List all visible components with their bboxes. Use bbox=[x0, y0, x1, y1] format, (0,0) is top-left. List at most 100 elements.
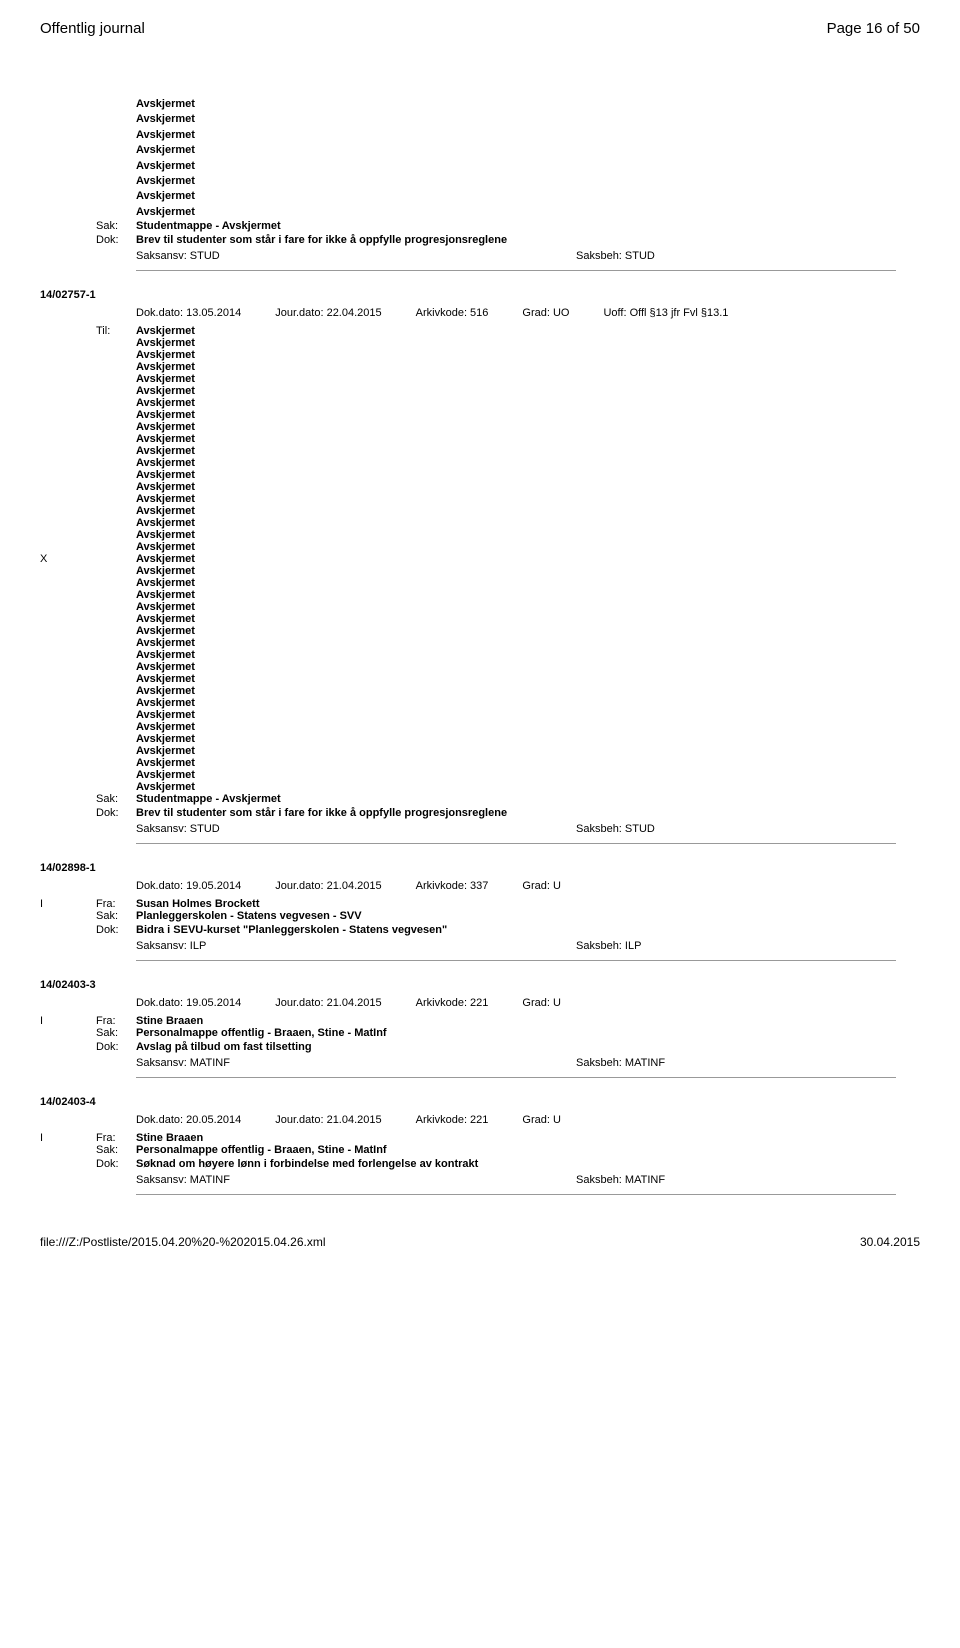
dok-row: Dok: Brev til studenter som står i fare … bbox=[96, 807, 920, 819]
dok-row: Dok: Bidra i SEVU-kurset "Planleggerskol… bbox=[96, 924, 920, 936]
jourdato: Jour.dato: 21.04.2015 bbox=[275, 880, 381, 892]
avskjermet-item: Avskjermet bbox=[136, 649, 195, 661]
saksbeh: Saksbeh: MATINF bbox=[576, 1057, 665, 1069]
avskjermet-item: Avskjermet bbox=[136, 373, 195, 385]
sak-value: Studentmappe - Avskjermet bbox=[136, 793, 281, 805]
avskjermet-item: Avskjermet bbox=[136, 361, 195, 373]
page-footer: file:///Z:/Postliste/2015.04.20%20-%2020… bbox=[40, 1235, 920, 1249]
avskjermet-item: Avskjermet bbox=[136, 625, 195, 637]
avskjermet-item: Avskjermet bbox=[136, 189, 920, 204]
case-14-02898-1: 14/02898-1 Dok.dato: 19.05.2014 Jour.dat… bbox=[40, 862, 920, 961]
avskjermet-item: Avskjermet bbox=[136, 143, 920, 158]
avskjermet-item: Avskjermet bbox=[136, 457, 195, 469]
sak-row: Sak: Studentmappe - Avskjermet bbox=[96, 793, 920, 805]
avskjermet-item: Avskjermet bbox=[136, 397, 195, 409]
til-section: Til: Avskjermet Avskjermet Avskjermet Av… bbox=[40, 325, 920, 553]
top-avskjermet-list: Avskjermet Avskjermet Avskjermet Avskjer… bbox=[136, 97, 920, 220]
dok-value: Bidra i SEVU-kurset "Planleggerskolen - … bbox=[136, 924, 447, 936]
fra-label: Fra: bbox=[96, 898, 136, 910]
saksansv: Saksansv: MATINF bbox=[136, 1174, 576, 1186]
sak-label: Sak: bbox=[96, 1027, 136, 1039]
avskjermet-item: Avskjermet bbox=[136, 697, 195, 709]
dok-label: Dok: bbox=[96, 924, 136, 936]
footer-date: 30.04.2015 bbox=[860, 1235, 920, 1249]
dok-row: Dok: Avslag på tilbud om fast tilsetting bbox=[96, 1041, 920, 1053]
saksbeh: Saksbeh: STUD bbox=[576, 823, 655, 835]
dok-value: Søknad om høyere lønn i forbindelse med … bbox=[136, 1158, 478, 1170]
avskjermet-item: Avskjermet bbox=[136, 613, 195, 625]
saksansv-row: Saksansv: STUD Saksbeh: STUD bbox=[136, 250, 920, 262]
saksbeh: Saksbeh: ILP bbox=[576, 940, 641, 952]
avskjermet-item: Avskjermet bbox=[136, 349, 195, 361]
avskjermet-item: Avskjermet bbox=[136, 565, 195, 577]
avskjermet-item: Avskjermet bbox=[136, 481, 195, 493]
grad: Grad: UO bbox=[522, 307, 569, 319]
arkivkode: Arkivkode: 337 bbox=[416, 880, 489, 892]
fra-label: Fra: bbox=[96, 1015, 136, 1027]
fra-row: I Fra: Stine Braaen bbox=[40, 1132, 920, 1144]
dokdato: Dok.dato: 19.05.2014 bbox=[136, 880, 241, 892]
avskjermet-item: Avskjermet bbox=[136, 709, 195, 721]
avskjermet-item: Avskjermet bbox=[136, 685, 195, 697]
avskjermet-item: Avskjermet bbox=[136, 601, 195, 613]
avskjermet-item: Avskjermet bbox=[136, 159, 920, 174]
avskjermet-item: Avskjermet bbox=[136, 445, 195, 457]
saksansv-row: Saksansv: MATINF Saksbeh: MATINF bbox=[136, 1174, 920, 1186]
avskjermet-item: Avskjermet bbox=[136, 517, 195, 529]
footer-file-path: file:///Z:/Postliste/2015.04.20%20-%2020… bbox=[40, 1235, 326, 1249]
avskjermet-item: Avskjermet bbox=[136, 769, 195, 781]
arkivkode: Arkivkode: 516 bbox=[416, 307, 489, 319]
top-section: Avskjermet Avskjermet Avskjermet Avskjer… bbox=[40, 97, 920, 271]
meta-row: Dok.dato: 20.05.2014 Jour.dato: 21.04.20… bbox=[136, 1114, 920, 1126]
case-number: 14/02403-3 bbox=[40, 979, 920, 991]
avskjermet-item: Avskjermet bbox=[136, 589, 195, 601]
grad: Grad: U bbox=[522, 1114, 561, 1126]
dokdato: Dok.dato: 13.05.2014 bbox=[136, 307, 241, 319]
avskjermet-item: Avskjermet bbox=[136, 505, 195, 517]
avskjermet-item: Avskjermet bbox=[136, 553, 195, 565]
avskjermet-item: Avskjermet bbox=[136, 781, 195, 793]
sak-label: Sak: bbox=[96, 910, 136, 922]
arkivkode: Arkivkode: 221 bbox=[416, 1114, 489, 1126]
avskjermet-item: Avskjermet bbox=[136, 409, 195, 421]
dok-row: Dok: Brev til studenter som står i fare … bbox=[96, 234, 920, 246]
fra-row: I Fra: Stine Braaen bbox=[40, 1015, 920, 1027]
avskjermet-item: Avskjermet bbox=[136, 385, 195, 397]
dok-label: Dok: bbox=[96, 1041, 136, 1053]
jourdato: Jour.dato: 21.04.2015 bbox=[275, 997, 381, 1009]
avskjermet-item: Avskjermet bbox=[136, 733, 195, 745]
avskjermet-item: Avskjermet bbox=[136, 541, 195, 553]
dokdato: Dok.dato: 20.05.2014 bbox=[136, 1114, 241, 1126]
uoff: Uoff: Offl §13 jfr Fvl §13.1 bbox=[603, 307, 728, 319]
case-14-02757-1: 14/02757-1 Dok.dato: 13.05.2014 Jour.dat… bbox=[40, 289, 920, 844]
saksansv-row: Saksansv: ILP Saksbeh: ILP bbox=[136, 940, 920, 952]
dok-value: Brev til studenter som står i fare for i… bbox=[136, 807, 507, 819]
x-list: Avskjermet Avskjermet Avskjermet Avskjer… bbox=[136, 553, 195, 793]
sak-label: Sak: bbox=[96, 1144, 136, 1156]
dok-label: Dok: bbox=[96, 1158, 136, 1170]
dokdato: Dok.dato: 19.05.2014 bbox=[136, 997, 241, 1009]
dok-label: Dok: bbox=[96, 807, 136, 819]
sak-value: Planleggerskolen - Statens vegvesen - SV… bbox=[136, 910, 362, 922]
avskjermet-item: Avskjermet bbox=[136, 421, 195, 433]
saksansv: Saksansv: ILP bbox=[136, 940, 576, 952]
saksbeh: Saksbeh: STUD bbox=[576, 250, 655, 262]
avskjermet-item: Avskjermet bbox=[136, 745, 195, 757]
case-number: 14/02403-4 bbox=[40, 1096, 920, 1108]
sak-row: Sak: Personalmappe offentlig - Braaen, S… bbox=[96, 1144, 920, 1156]
sak-label: Sak: bbox=[96, 220, 136, 232]
sak-row: Sak: Studentmappe - Avskjermet bbox=[96, 220, 920, 232]
avskjermet-item: Avskjermet bbox=[136, 673, 195, 685]
saksansv: Saksansv: STUD bbox=[136, 823, 576, 835]
dok-row: Dok: Søknad om høyere lønn i forbindelse… bbox=[96, 1158, 920, 1170]
x-section: X Avskjermet Avskjermet Avskjermet Avskj… bbox=[40, 553, 920, 793]
fra-value: Stine Braaen bbox=[136, 1015, 203, 1027]
avskjermet-item: Avskjermet bbox=[136, 97, 920, 112]
grad: Grad: U bbox=[522, 997, 561, 1009]
saksansv: Saksansv: MATINF bbox=[136, 1057, 576, 1069]
sak-value: Studentmappe - Avskjermet bbox=[136, 220, 281, 232]
i-label: I bbox=[40, 898, 96, 910]
avskjermet-item: Avskjermet bbox=[136, 637, 195, 649]
grad: Grad: U bbox=[522, 880, 561, 892]
divider bbox=[136, 843, 896, 844]
